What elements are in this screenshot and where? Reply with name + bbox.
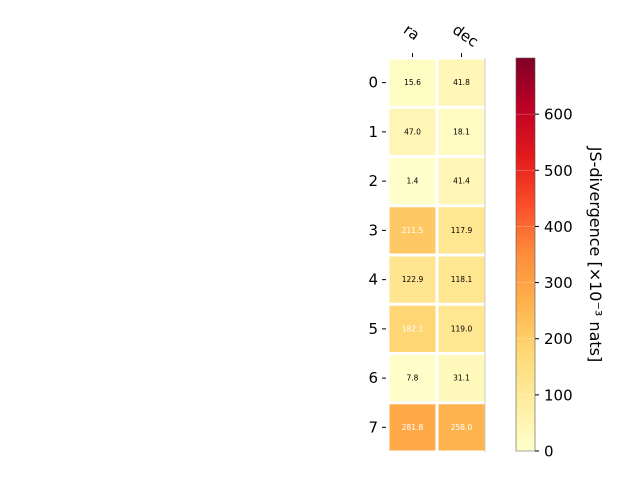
y-tick-label: 7: [368, 418, 378, 436]
heatmap-cell: [389, 404, 436, 451]
colorbar-tick-label: 300: [544, 274, 573, 292]
cell-value-label: 122.9: [402, 275, 424, 284]
cell-value-label: 119.0: [451, 324, 473, 333]
colorbar-tick-label: 0: [544, 443, 554, 461]
cell-value-label: 1.4: [407, 177, 419, 186]
colorbar-tick-label: 500: [544, 162, 573, 180]
heatmap-cell: [389, 59, 436, 106]
heatmap-cell: [438, 158, 485, 205]
x-tick-label: ra: [400, 21, 423, 45]
colorbar-tick-label: 200: [544, 330, 573, 348]
colorbar-label: JS-divergence [×10⁻³ nats]: [586, 146, 605, 362]
cell-value-label: 281.8: [402, 423, 424, 432]
cell-value-label: 18.1: [453, 127, 470, 136]
heatmap-cell: [389, 207, 436, 254]
cell-value-label: 211.5: [402, 226, 424, 235]
colorbar-tick-label: 600: [544, 106, 573, 124]
heatmap-cell: [389, 158, 436, 205]
heatmap-cell: [438, 108, 485, 155]
y-tick-label: 5: [368, 320, 378, 338]
heatmap-cell: [438, 207, 485, 254]
cell-value-label: 47.0: [404, 127, 421, 136]
cell-value-label: 7.8: [407, 374, 419, 383]
heatmap-cell: [438, 305, 485, 352]
cell-value-label: 118.1: [451, 275, 473, 284]
heatmap-cell: [438, 59, 485, 106]
heatmap-cell: [389, 256, 436, 303]
y-tick-label: 4: [368, 271, 378, 289]
cell-value-label: 182.1: [402, 324, 424, 333]
cell-value-label: 31.1: [453, 374, 470, 383]
heatmap-cell: [438, 256, 485, 303]
colorbar-tick-label: 400: [544, 218, 573, 236]
cell-value-label: 258.0: [451, 423, 473, 432]
cell-value-label: 41.8: [453, 78, 470, 87]
y-tick-label: 3: [368, 221, 378, 239]
x-tick-label: dec: [449, 21, 481, 51]
y-tick-label: 0: [368, 74, 378, 92]
heatmap-cell: [438, 404, 485, 451]
heatmap-cell: [438, 355, 485, 402]
y-tick-label: 6: [368, 369, 378, 387]
heatmap-cell: [389, 355, 436, 402]
heatmap-cell: [389, 108, 436, 155]
y-tick-label: 2: [368, 172, 378, 190]
cell-value-label: 41.4: [453, 177, 470, 186]
colorbar-gradient: [515, 57, 536, 452]
heatmap-cell: [389, 305, 436, 352]
cell-value-label: 117.9: [451, 226, 473, 235]
colorbar-tick-label: 100: [544, 386, 573, 404]
y-tick-label: 1: [368, 123, 378, 141]
cell-value-label: 15.6: [404, 78, 421, 87]
